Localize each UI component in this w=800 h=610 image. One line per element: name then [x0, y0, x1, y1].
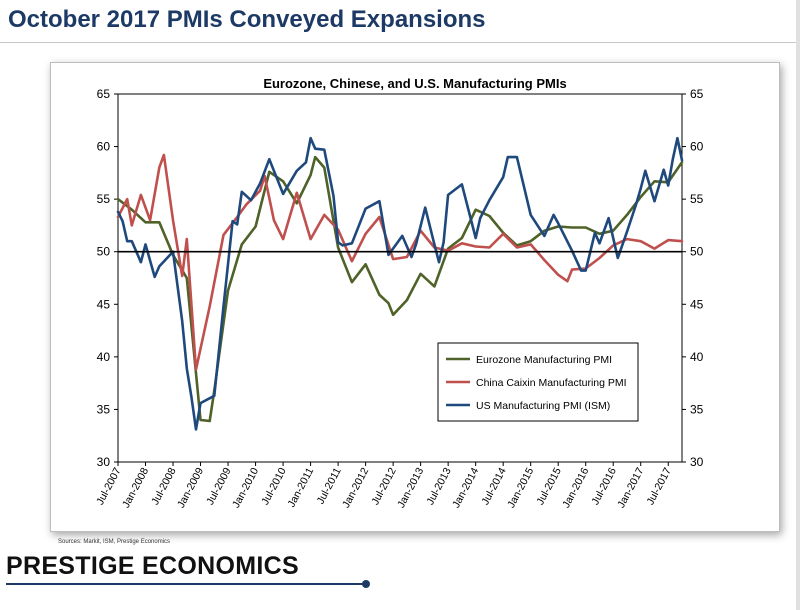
x-tick-label: Jan-2016	[560, 466, 591, 510]
series-layer	[116, 136, 684, 431]
x-tick-label: Jul-2008	[149, 466, 179, 507]
x-tick-label: Jul-2013	[424, 466, 454, 507]
legend-label-1: Eurozone Manufacturing PMI	[476, 354, 612, 366]
slide-edge	[796, 0, 800, 610]
x-tick-label: Jan-2017	[615, 466, 646, 510]
y-tick-label-right: 35	[690, 402, 704, 416]
y-tick-label-left: 35	[97, 402, 111, 416]
x-tick-label: Jul-2011	[315, 466, 344, 507]
chart-panel	[50, 62, 780, 532]
y-tick-label-left: 30	[97, 455, 111, 469]
x-tick-label: Jan-2014	[450, 466, 481, 510]
axes-layer: 30 35 40 45 50 55 60 65 30 35 40 45 50 55 60 65 Jul-2007…	[94, 87, 704, 510]
legend-box	[437, 342, 639, 422]
legend: Eurozone Manufacturing PMI China Caixin M…	[437, 342, 639, 422]
y-tick-label-right: 30	[690, 455, 704, 469]
chart-title: Eurozone, Chinese, and U.S. Manufacturin…	[263, 76, 566, 91]
x-tick-label: Jan-2008	[120, 466, 151, 510]
y-tick-label-right: 50	[690, 245, 704, 259]
x-tick-label: Jul-2016	[589, 466, 619, 507]
sources-note: Sources: Markit, ISM, Prestige Economics	[58, 539, 171, 545]
brand-underline	[6, 583, 366, 585]
x-tick-label: Jan-2009	[175, 466, 206, 510]
brand-logo-text: PRESTIGE ECONOMICS	[6, 552, 299, 580]
x-tick-label: Jul-2015	[534, 466, 564, 507]
plot-area-border	[117, 93, 683, 463]
x-tick-label: Jan-2011	[285, 466, 316, 510]
legend-label-2: China Caixin Manufacturing PMI	[476, 377, 627, 389]
x-tick-label: Jul-2017	[644, 466, 674, 507]
legend-label-3: US Manufacturing PMI (ISM)	[476, 400, 610, 412]
series-line-3	[116, 136, 684, 431]
y-tick-label-right: 55	[690, 192, 704, 206]
x-tick-label: Jul-2010	[259, 466, 289, 507]
pmi-line-chart: Eurozone, Chinese, and U.S. Manufacturin…	[94, 76, 704, 510]
title-divider	[0, 42, 800, 43]
y-tick-label-left: 50	[97, 245, 111, 259]
x-tick-label: Jan-2010	[230, 466, 261, 510]
x-tick-label: Jul-2009	[204, 466, 234, 507]
series-line-1	[116, 155, 684, 423]
y-tick-label-right: 65	[690, 87, 704, 101]
y-tick-label-left: 45	[97, 297, 111, 311]
y-tick-label-right: 40	[690, 350, 704, 364]
y-tick-label-right: 60	[690, 140, 704, 154]
brand-dot	[362, 580, 370, 588]
x-tick-label: Jul-2007	[94, 466, 124, 507]
x-tick-label: Jan-2012	[340, 466, 371, 510]
y-tick-label-right: 45	[690, 297, 704, 311]
x-tick-label: Jul-2012	[369, 466, 399, 507]
series-line-2	[116, 153, 684, 371]
x-tick-label: Jan-2015	[505, 466, 536, 510]
y-tick-label-left: 40	[97, 350, 111, 364]
y-tick-label-left: 60	[97, 140, 111, 154]
x-tick-label: Jul-2014	[479, 466, 509, 507]
page-title: October 2017 PMIs Conveyed Expansions	[8, 6, 486, 33]
y-tick-label-left: 65	[97, 87, 111, 101]
y-tick-label-left: 55	[97, 192, 111, 206]
x-tick-label: Jan-2013	[395, 466, 426, 510]
